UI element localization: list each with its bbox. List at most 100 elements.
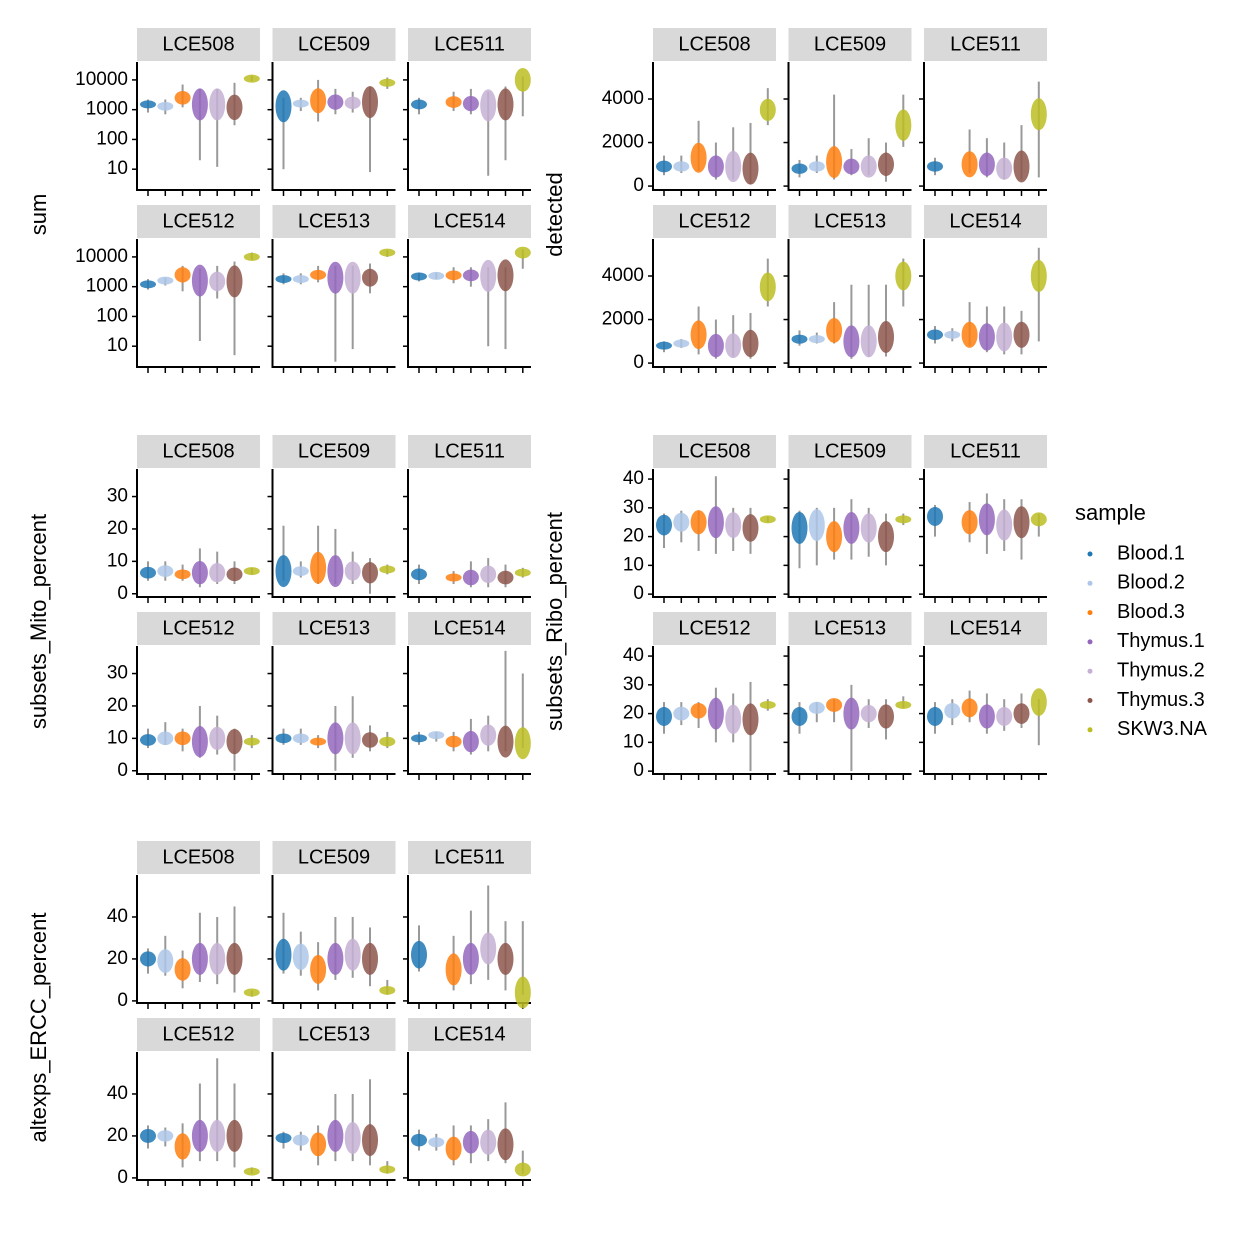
violin-body (514, 727, 531, 760)
facet-title: LCE509 (814, 33, 886, 55)
violin-body (428, 271, 445, 280)
y-tick-label: 20 (107, 518, 128, 539)
y-tick-label: 10 (623, 731, 644, 752)
violin-body (191, 726, 208, 758)
strip (272, 612, 396, 645)
violin-body (174, 958, 191, 981)
legend-swatch (1087, 639, 1093, 645)
y-tick-label: 0 (633, 352, 644, 373)
violin-body (656, 160, 672, 173)
legend-swatch (1087, 551, 1093, 557)
violin-body (362, 1124, 378, 1157)
violin-body (157, 565, 174, 577)
violin-body (362, 562, 378, 584)
violin-body (275, 733, 292, 744)
violin-body (514, 568, 531, 577)
violin-body (961, 321, 978, 348)
violin-body (140, 951, 156, 967)
strip (788, 435, 912, 468)
strip (137, 28, 260, 61)
y-tick-label: 10000 (75, 69, 128, 90)
strip (408, 1018, 531, 1051)
violin-body (174, 90, 191, 105)
violin-body (174, 731, 191, 746)
strip (272, 1018, 396, 1051)
y-tick-label: 20 (623, 526, 644, 547)
violin-body (725, 512, 742, 539)
violin-body (673, 339, 690, 348)
violin-body (996, 509, 1013, 541)
strip (408, 28, 531, 61)
violin-body (860, 704, 877, 723)
facet-title: LCE513 (298, 210, 370, 232)
facet-title: LCE514 (949, 210, 1021, 232)
violin-body (140, 280, 156, 289)
y-tick-label: 10 (107, 158, 128, 179)
violin-body (480, 259, 497, 292)
violin-body (191, 1119, 208, 1152)
strip (408, 435, 531, 468)
y-tick-label: 40 (107, 906, 128, 927)
violin-body (480, 724, 497, 746)
violin-body (174, 1133, 191, 1160)
violin-body (445, 270, 462, 281)
violin-body (445, 1136, 462, 1161)
violin-body (656, 341, 672, 350)
y-tick-label: 10000 (75, 246, 128, 267)
violin-body (243, 252, 260, 261)
violin-body (191, 942, 208, 975)
strip (924, 205, 1047, 238)
violin-body (725, 150, 742, 183)
violin-body (978, 152, 995, 177)
violin-body (310, 1132, 327, 1157)
legend-label: Thymus.2 (1117, 659, 1205, 681)
strip (924, 435, 1047, 468)
violin-body (344, 722, 361, 755)
violin-body (826, 318, 843, 343)
violin-body (243, 1167, 260, 1176)
strip (137, 435, 260, 468)
violin-body (445, 573, 462, 582)
violin-body (157, 1130, 174, 1142)
violin-body (362, 732, 378, 748)
violin-body (462, 95, 479, 112)
strip (653, 612, 776, 645)
strip (924, 612, 1047, 645)
violin-body (497, 1128, 514, 1161)
y-axis-label: subsets_Mito_percent (26, 514, 51, 729)
violin-body (690, 320, 707, 350)
violin-body (379, 248, 396, 257)
violin-body (808, 161, 825, 172)
violin-body (944, 330, 961, 339)
violin-body (379, 986, 396, 995)
strip (272, 28, 396, 61)
violin-body (292, 943, 309, 971)
violin-body (243, 74, 260, 83)
violin-body (292, 275, 309, 284)
facet-title: LCE514 (433, 210, 505, 232)
y-tick-label: 20 (623, 703, 644, 724)
violin-body (759, 272, 776, 302)
violin-body (344, 96, 361, 110)
legend-label: Thymus.3 (1117, 689, 1205, 711)
y-tick-label: 4000 (602, 88, 644, 109)
violin-body (310, 551, 327, 584)
violin-body (140, 100, 156, 109)
violin-body (140, 734, 156, 746)
legend-label: SKW3.NA (1117, 718, 1208, 740)
violin-body (411, 568, 427, 581)
violin-body (480, 89, 497, 122)
violin-body (411, 734, 427, 743)
y-tick-label: 10 (623, 554, 644, 575)
violin-body (445, 735, 462, 748)
y-tick-label: 4000 (602, 265, 644, 286)
violin-body (927, 706, 943, 726)
facet-title: LCE511 (950, 33, 1021, 55)
y-tick-label: 20 (107, 948, 128, 969)
violin-body (656, 514, 672, 536)
violin-body (411, 99, 427, 110)
violin-body (379, 78, 396, 87)
strip (272, 205, 396, 238)
violin-body (157, 276, 174, 285)
